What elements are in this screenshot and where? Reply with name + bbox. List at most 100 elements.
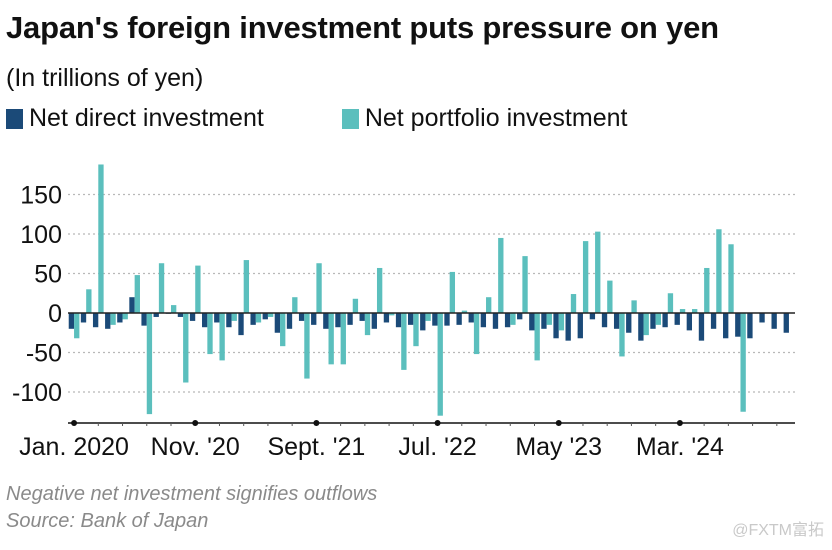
legend-item-direct: Net direct investment [6,104,264,133]
bar-portfolio [595,231,601,313]
bar-portfolio [292,297,298,313]
bar-portfolio [401,313,407,370]
bar-direct [517,313,523,320]
legend: Net direct investment Net portfolio inve… [6,104,705,133]
bar-portfolio [183,313,189,383]
bar-portfolio [316,263,322,313]
bar-portfolio [546,313,552,325]
bar-direct [444,313,450,326]
bar-portfolio [364,313,371,336]
bar-portfolio [667,293,674,313]
bar-portfolio [340,313,346,365]
bar-direct [492,313,499,329]
bar-portfolio [425,313,431,321]
bar-direct [274,313,281,333]
source-note: Source: Bank of Japan [6,510,209,532]
bar-direct [420,313,426,331]
bar-direct [92,313,99,328]
bar-direct [626,313,632,333]
bar-portfolio [328,313,334,365]
x-major-tick [313,420,320,426]
bar-portfolio [570,294,577,313]
bar-portfolio [655,313,661,325]
bar-portfolio [86,289,92,313]
bar-portfolio [679,309,686,313]
bar-portfolio [643,313,649,336]
x-tick-label: Mar. '24 [636,433,724,461]
bar-portfolio [631,300,637,313]
bar-portfolio [704,267,710,313]
bar-direct [311,313,317,325]
bar-direct [153,313,159,317]
bar-direct [783,313,789,333]
bar-portfolio [473,313,480,355]
bar-portfolio [498,237,504,313]
bar-portfolio [195,265,201,313]
bar-direct [335,313,341,328]
x-major-tick [676,420,683,426]
y-tick-label: 0 [48,300,62,328]
watermark: @FXTM富拓 [732,522,824,539]
bar-portfolio [740,313,746,412]
bar-direct [613,313,620,329]
legend-swatch-direct [6,108,23,129]
x-tick-label: Nov. '20 [151,433,240,461]
bar-direct [468,313,474,323]
bar-direct [565,313,571,341]
bar-direct [238,313,244,336]
bar-direct [117,313,123,323]
bar-direct [202,313,208,328]
bar-direct [432,313,438,326]
bar-direct [759,313,765,323]
bar-portfolio [352,298,359,313]
bar-direct [407,313,414,325]
x-major-tick [71,420,78,426]
bar-portfolio [510,313,516,325]
bar-direct [662,313,668,328]
bar-portfolio [486,297,492,313]
bar-portfolio [376,267,383,313]
bar-portfolio [146,313,153,415]
bar-direct [250,313,256,325]
legend-label-direct: Net direct investment [29,104,264,132]
x-tick-label: Sept. '21 [267,433,365,461]
bar-direct [553,313,559,339]
bar-direct [456,313,462,325]
chart-subtitle: (In trillions of yen) [6,64,204,92]
bar-chart: 150 100 50 0 -50 -100 Jan. 2020 Nov. '20 Sept. '… [12,164,795,461]
bar-direct [650,313,656,329]
bar-direct [129,297,135,313]
bar-direct [383,313,390,323]
legend-swatch-portfolio [341,108,359,129]
bar-direct [771,313,777,329]
bar-portfolio [304,313,310,379]
bar-direct [347,313,353,325]
x-major-tick [192,420,199,426]
bar-portfolio [243,260,250,313]
x-tick-label: Jul. '22 [398,433,476,461]
bar-portfolio [692,309,698,313]
x-tick-label: Jan. 2020 [19,433,129,461]
bar-direct [68,313,75,329]
bar-direct [80,313,87,323]
bar-direct [214,313,220,323]
bar-direct [541,313,547,329]
bar-direct [577,313,583,339]
y-tick-label: 50 [34,261,62,289]
bar-direct [189,313,196,321]
legend-label-portfolio: Net portfolio investment [364,104,628,132]
bar-portfolio [389,313,395,316]
y-tick-label: 100 [20,221,62,249]
bar-direct [286,313,293,329]
x-tick-label: May '23 [515,433,602,461]
x-major-tick [555,420,562,426]
bar-direct [298,313,305,321]
bar-portfolio [437,313,443,416]
bar-portfolio [207,313,213,355]
bar-direct [601,313,608,328]
bar-direct [674,313,680,325]
bar-portfolio [255,313,262,323]
bar-portfolio [558,313,565,331]
bar-direct [686,313,693,331]
footnote: Negative net investment signifies outflo… [6,483,378,505]
